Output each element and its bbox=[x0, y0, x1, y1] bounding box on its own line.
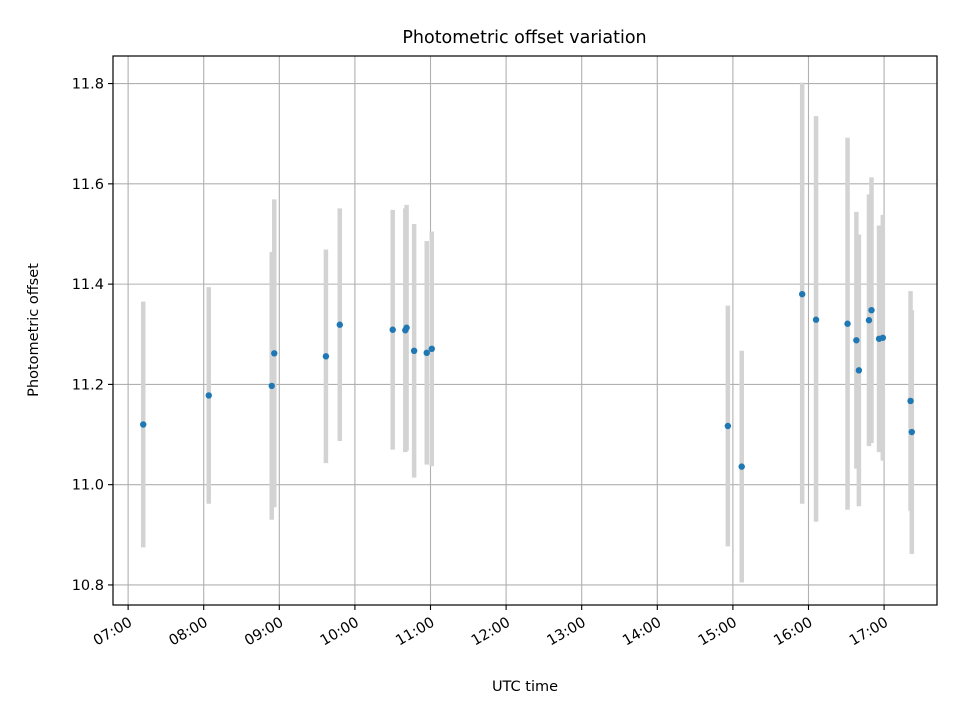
data-point bbox=[403, 324, 410, 331]
data-points bbox=[140, 290, 916, 470]
data-point bbox=[879, 334, 887, 341]
data-point bbox=[389, 326, 396, 333]
data-point bbox=[855, 367, 863, 374]
y-axis-label: Photometric offset bbox=[26, 263, 42, 397]
data-point bbox=[738, 463, 745, 470]
y-axis-ticks: 10.8 11.0 11.2 11.4 11.6 11.8 bbox=[72, 77, 113, 594]
data-point bbox=[865, 317, 873, 324]
data-point bbox=[844, 320, 851, 327]
data-point bbox=[428, 345, 435, 352]
data-point bbox=[322, 353, 330, 360]
chart-title: Photometric offset variation bbox=[402, 28, 646, 48]
y-tick-label: 11.2 bbox=[72, 377, 104, 393]
data-point bbox=[205, 392, 212, 399]
data-point bbox=[271, 350, 278, 357]
y-tick-label: 11.8 bbox=[72, 77, 104, 93]
data-point bbox=[423, 349, 430, 357]
y-tick-label: 10.8 bbox=[72, 578, 104, 594]
data-point bbox=[907, 397, 914, 405]
data-point bbox=[868, 306, 875, 314]
data-point bbox=[410, 347, 418, 355]
data-point bbox=[798, 290, 806, 298]
y-tick-label: 11.4 bbox=[72, 277, 104, 293]
x-axis-label: UTC time bbox=[492, 679, 558, 695]
data-point bbox=[853, 337, 860, 344]
data-point bbox=[812, 316, 820, 323]
data-point bbox=[268, 382, 275, 390]
data-point bbox=[724, 422, 732, 430]
data-point bbox=[140, 421, 147, 428]
data-point bbox=[336, 321, 343, 328]
data-point bbox=[908, 428, 916, 436]
y-tick-label: 11.6 bbox=[72, 177, 104, 193]
plot-frame bbox=[112, 55, 938, 606]
y-tick-label: 11.0 bbox=[72, 478, 104, 494]
